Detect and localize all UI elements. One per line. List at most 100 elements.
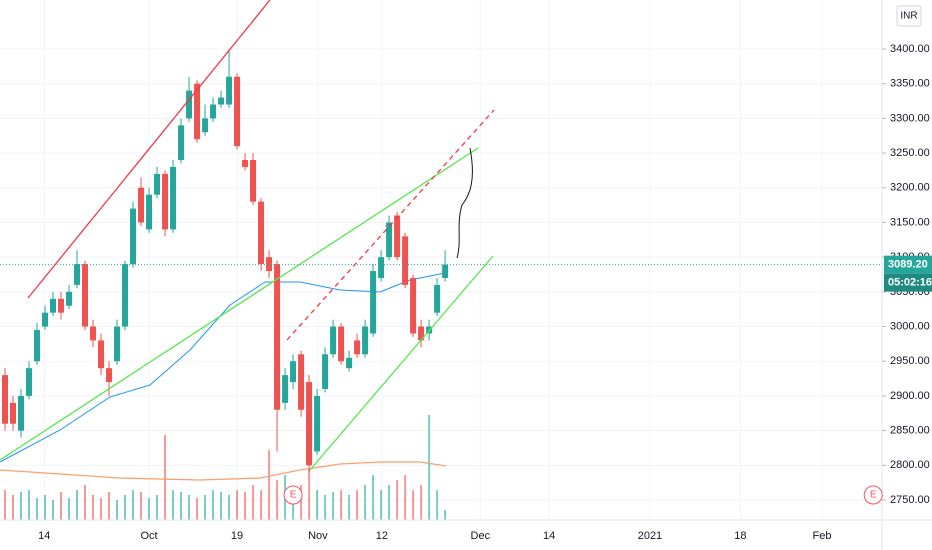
candle-body	[194, 83, 201, 140]
candle-body	[98, 340, 105, 369]
candle-body	[50, 298, 57, 313]
candle-body	[170, 166, 177, 230]
candle-body	[26, 368, 33, 396]
volume-bar	[348, 495, 351, 520]
volume-bar	[92, 495, 95, 520]
candle-body	[34, 330, 41, 362]
x-tick-label: Nov	[308, 530, 328, 542]
y-tick-label: 3350.00	[890, 78, 930, 90]
candle-body	[114, 326, 121, 362]
volume-bar	[428, 415, 431, 520]
candle-body	[130, 208, 137, 265]
volume-bar	[116, 500, 119, 520]
event-marker	[283, 485, 303, 505]
volume-bar	[188, 495, 191, 520]
candle-body	[274, 264, 281, 410]
candle-body	[370, 271, 377, 334]
event-label: E	[290, 490, 297, 501]
volume-bar	[60, 492, 63, 520]
candle-body	[362, 326, 369, 355]
x-tick-label: 19	[231, 530, 243, 542]
candle-body	[410, 277, 417, 334]
candle-body	[138, 187, 145, 223]
volume-bar	[276, 480, 279, 520]
volume-bar	[324, 495, 327, 520]
candle-body	[346, 357, 353, 369]
volume-bar	[412, 490, 415, 520]
candle-body	[210, 104, 217, 119]
volume-bar	[340, 490, 343, 520]
candle-body	[146, 194, 153, 230]
candle-body	[82, 264, 89, 327]
volume-layer	[4, 415, 447, 520]
x-tick-label: 2021	[638, 530, 662, 542]
candle-body	[42, 312, 49, 327]
grid	[0, 0, 882, 520]
candles	[2, 48, 449, 473]
volume-bar	[84, 485, 87, 520]
candle-body	[218, 97, 225, 105]
candle-body	[266, 257, 273, 272]
x-tick-label: 18	[734, 530, 746, 542]
candle-body	[122, 264, 129, 327]
candle-body	[178, 125, 185, 161]
y-tick-label: 2750.00	[890, 494, 930, 506]
drawing	[456, 147, 473, 259]
candle-body	[106, 368, 113, 383]
x-tick-label: Feb	[813, 530, 832, 542]
candle-body	[74, 264, 81, 285]
y-tick-label: 3400.00	[890, 43, 930, 55]
currency-badge[interactable]	[896, 5, 922, 27]
volume-bar	[372, 475, 375, 520]
x-tick-label: 12	[376, 530, 388, 542]
volume-bar	[44, 495, 47, 520]
volume-bar	[52, 500, 55, 520]
y-tick-label: 2950.00	[890, 355, 930, 367]
moving-average	[0, 272, 446, 463]
volume-bar	[76, 490, 79, 520]
volume-bar	[268, 450, 271, 520]
x-tick-label: Oct	[140, 530, 157, 542]
volume-bar	[204, 495, 207, 520]
y-tick-label: 3200.00	[890, 182, 930, 194]
volume-bar	[132, 490, 135, 520]
candle-body	[386, 222, 393, 258]
candle-body	[58, 298, 65, 313]
volume-bar	[28, 490, 31, 520]
candle-body	[378, 257, 385, 278]
volume-bar	[100, 498, 103, 520]
candle-body	[66, 291, 73, 306]
candle-body	[2, 375, 9, 424]
volume-bar	[36, 498, 39, 520]
candle-body	[90, 326, 97, 341]
volume-bar	[292, 490, 295, 520]
candle-body	[10, 402, 17, 424]
y-tick-label: 3250.00	[890, 147, 930, 159]
volume-bar	[156, 495, 159, 520]
volume-bar	[20, 492, 23, 520]
volume-bar	[260, 490, 263, 520]
volume-bar	[420, 485, 423, 520]
volume-bar	[396, 480, 399, 520]
volume-bar	[108, 492, 111, 520]
candle-body	[298, 354, 305, 410]
countdown: 05:02:16	[888, 277, 932, 289]
volume-bar	[148, 498, 151, 520]
volume-bar	[388, 485, 391, 520]
y-tick-label: 2850.00	[890, 425, 930, 437]
volume-bar	[364, 485, 367, 520]
trend-line	[27, 0, 271, 299]
volume-bar	[12, 495, 15, 520]
volume-bar	[68, 498, 71, 520]
volume-bar	[212, 490, 215, 520]
trend-line	[309, 255, 494, 471]
candle-body	[290, 361, 297, 383]
candle-body	[154, 173, 161, 195]
volume-bar	[436, 490, 439, 520]
candle-body	[18, 395, 25, 431]
volume-bar	[404, 475, 407, 520]
candle-body	[186, 90, 193, 119]
